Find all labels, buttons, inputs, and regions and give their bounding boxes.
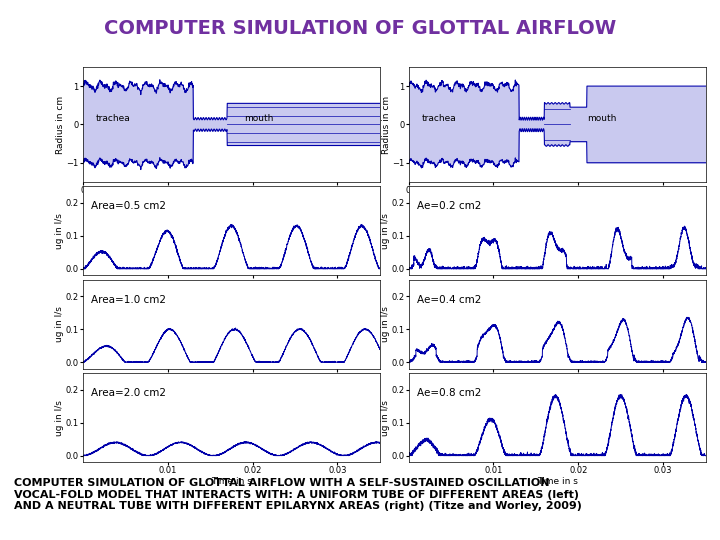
Text: trachea: trachea: [96, 113, 130, 123]
Y-axis label: ug in l/s: ug in l/s: [381, 400, 390, 436]
Y-axis label: ug in l/s: ug in l/s: [381, 213, 390, 249]
X-axis label: Time in s: Time in s: [211, 290, 252, 299]
Text: trachea: trachea: [421, 113, 456, 123]
Y-axis label: ug in l/s: ug in l/s: [55, 213, 64, 249]
Text: COMPUTER SIMULATION OF GLOTTAL AIRFLOW WITH A SELF-SUSTAINED OSCILLATION
VOCAL-F: COMPUTER SIMULATION OF GLOTTAL AIRFLOW W…: [14, 478, 582, 511]
X-axis label: Time in s: Time in s: [536, 290, 577, 299]
Y-axis label: Radius in cm: Radius in cm: [56, 96, 65, 153]
Text: mouth: mouth: [587, 113, 616, 123]
X-axis label: Time in s: Time in s: [211, 383, 252, 393]
X-axis label: Distance along vocal tract in cm: Distance along vocal tract in cm: [158, 197, 305, 206]
X-axis label: Distance along vocal tract in cm: Distance along vocal tract in cm: [484, 197, 631, 206]
Text: mouth: mouth: [244, 113, 274, 123]
Y-axis label: ug in l/s: ug in l/s: [55, 400, 64, 436]
Text: Ae=0.2 cm2: Ae=0.2 cm2: [417, 201, 482, 211]
X-axis label: Time in s: Time in s: [536, 477, 577, 486]
X-axis label: Time in s: Time in s: [536, 383, 577, 393]
Text: Area=0.5 cm2: Area=0.5 cm2: [91, 201, 166, 211]
X-axis label: Time in s: Time in s: [211, 477, 252, 486]
Y-axis label: ug in l/s: ug in l/s: [381, 306, 390, 342]
Text: Area=1.0 cm2: Area=1.0 cm2: [91, 294, 166, 305]
Y-axis label: ug in l/s: ug in l/s: [55, 306, 64, 342]
Text: COMPUTER SIMULATION OF GLOTTAL AIRFLOW: COMPUTER SIMULATION OF GLOTTAL AIRFLOW: [104, 19, 616, 38]
Y-axis label: Radius in cm: Radius in cm: [382, 96, 391, 153]
Text: Area=2.0 cm2: Area=2.0 cm2: [91, 388, 166, 398]
Text: Ae=0.4 cm2: Ae=0.4 cm2: [417, 294, 482, 305]
Text: Ae=0.8 cm2: Ae=0.8 cm2: [417, 388, 482, 398]
